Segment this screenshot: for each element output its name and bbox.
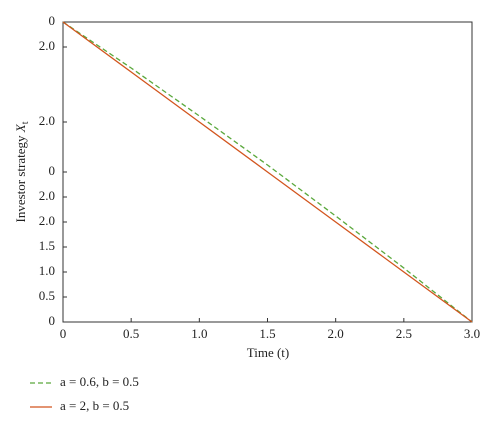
y-tick-label: 0 — [49, 313, 56, 328]
x-tick-label: 1.0 — [191, 326, 207, 341]
y-tick-label: 0.5 — [39, 288, 55, 303]
y-label-sub: t — [20, 121, 31, 124]
y-tick-label: 2.0 — [39, 38, 55, 53]
x-tick-label: 0.5 — [123, 326, 139, 341]
x-axis-label: Time (t) — [247, 345, 290, 360]
legend-label: a = 2, b = 0.5 — [60, 398, 129, 413]
y-label-text: Investor strategy — [13, 135, 28, 223]
x-tick-label: 3.0 — [464, 326, 480, 341]
legend-label: a = 0.6, b = 0.5 — [60, 374, 139, 389]
x-tick-label: 0 — [60, 326, 67, 341]
x-tick-label: 2.0 — [328, 326, 344, 341]
y-tick-label: 2.0 — [39, 188, 55, 203]
series-line — [62, 21, 473, 323]
y-tick-label: 1.5 — [39, 238, 55, 253]
x-tick-label: 2.5 — [396, 326, 412, 341]
y-tick-label: 2.0 — [39, 113, 55, 128]
x-tick-label: 1.5 — [259, 326, 275, 341]
y-tick-label: 1.0 — [39, 263, 55, 278]
y-axis-label: Investor strategy Xt — [13, 121, 31, 222]
series-line — [62, 21, 473, 323]
y-label-var: X — [13, 123, 28, 133]
y-tick-label: 0 — [49, 163, 56, 178]
y-tick-label: 0 — [49, 13, 56, 28]
y-tick-label: 2.0 — [39, 213, 55, 228]
